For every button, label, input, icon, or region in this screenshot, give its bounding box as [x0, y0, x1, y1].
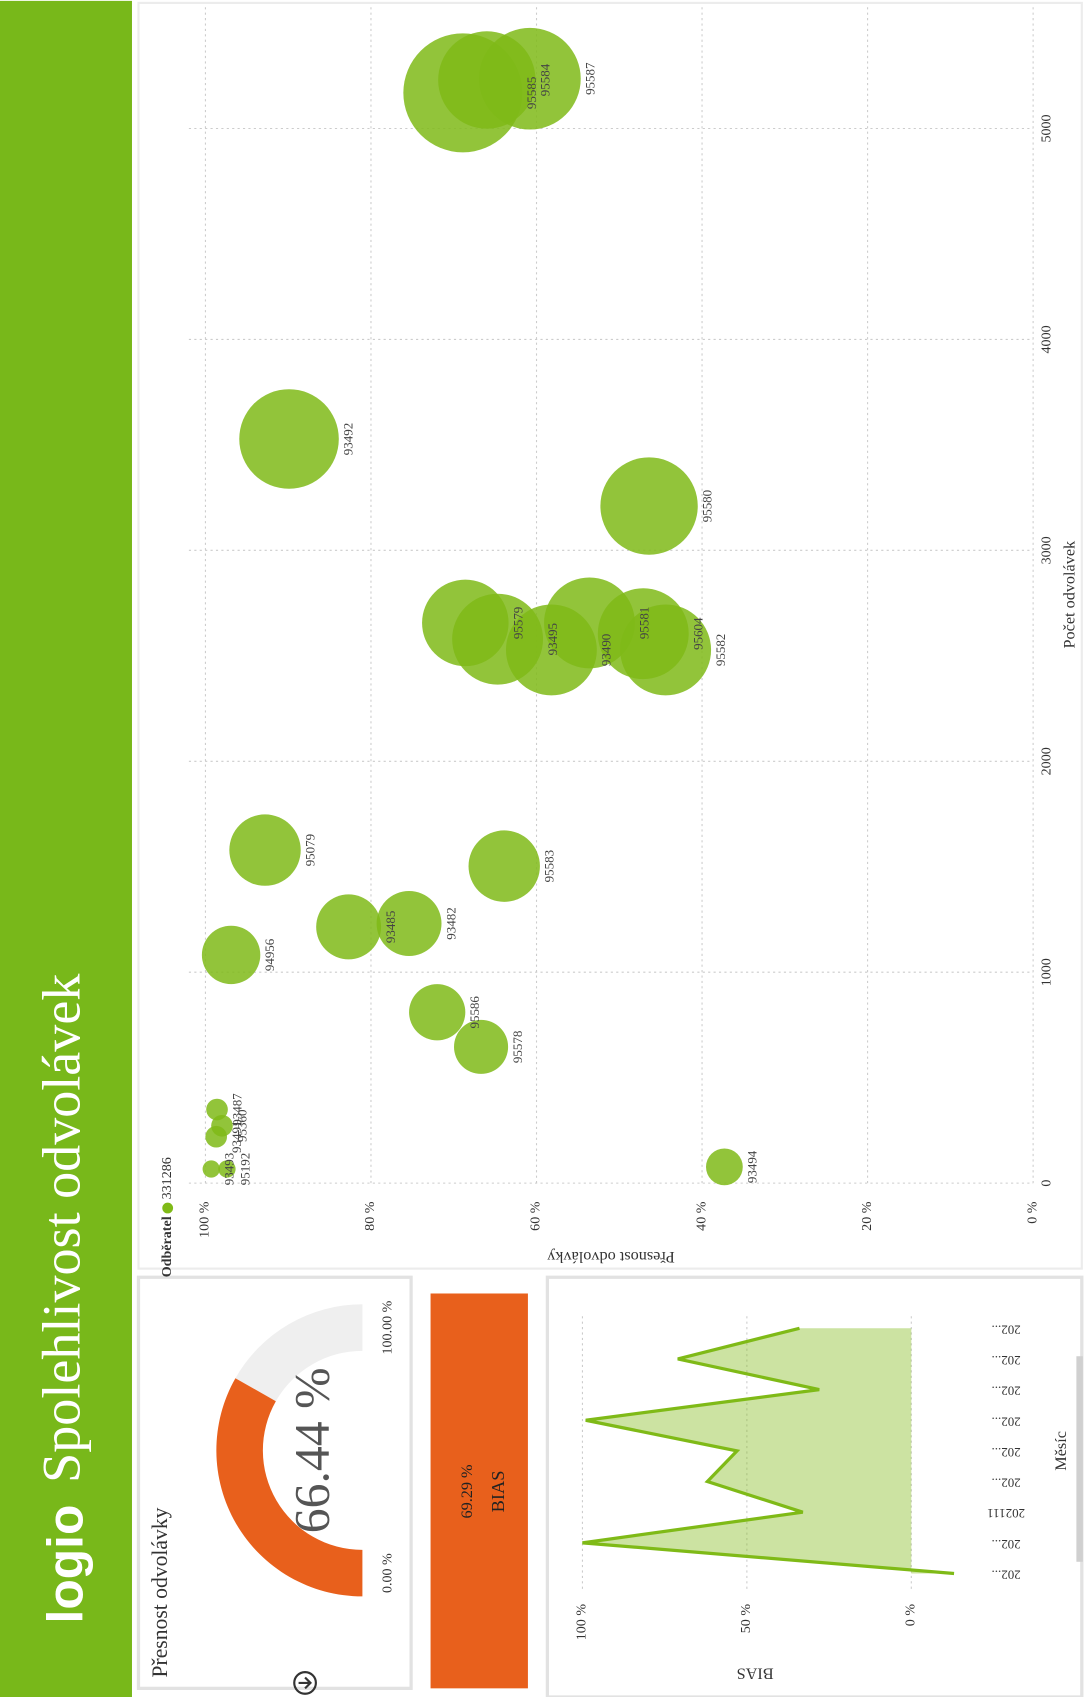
y-tick-label: 100 % — [574, 1604, 590, 1641]
x-tick-label: 3000 — [1038, 536, 1054, 564]
data-label: 95581 — [637, 607, 652, 639]
y-tick-label: 20 % — [859, 1201, 875, 1231]
bubble — [479, 27, 581, 130]
data-label: 95582 — [713, 634, 728, 666]
bubble — [620, 604, 712, 696]
line — [582, 1326, 955, 1576]
x-tick-label: 202... — [991, 1322, 1020, 1337]
data-label: 93492 — [341, 423, 356, 455]
gauge-max: 100.00 % — [380, 1300, 396, 1354]
data-label: 93490 — [599, 634, 614, 666]
data-label: 93485 — [383, 911, 398, 943]
x-tick-label: 4000 — [1038, 325, 1054, 353]
x-tick-label: 1000 — [1038, 958, 1054, 986]
bubble — [316, 894, 382, 960]
x-tick-label: 202111 — [987, 1506, 1025, 1521]
y-tick-label: 0 % — [903, 1604, 919, 1627]
y-tick-label: 0 % — [1024, 1201, 1040, 1224]
logo: logio — [37, 1505, 93, 1624]
gauge-value: 66.44 % — [284, 1367, 339, 1533]
header-bar — [0, 0, 132, 1697]
x-tick-label: 202... — [991, 1384, 1020, 1399]
bubble — [706, 1148, 743, 1186]
area-fill — [582, 1328, 955, 1574]
bubble — [205, 1125, 228, 1148]
data-label: 95587 — [583, 62, 598, 95]
data-label: 93494 — [745, 1150, 760, 1183]
gauge-min: 0.00 % — [380, 1553, 396, 1593]
x-axis-title: Měsíc — [1052, 1431, 1070, 1471]
data-label: 93495 — [545, 623, 560, 655]
data-label: 95360 — [235, 1110, 250, 1142]
data-label: 93482 — [443, 907, 458, 939]
data-label: 95578 — [510, 1031, 525, 1063]
bubble — [409, 984, 466, 1041]
data-label: 95583 — [542, 850, 557, 882]
bias-card — [430, 1293, 528, 1689]
bubble — [600, 457, 698, 555]
data-label: 94956 — [262, 938, 277, 971]
scroll-icon[interactable] — [293, 1671, 317, 1695]
scroll-icon-arrow — [298, 1676, 313, 1690]
legend-title: Odběratel — [159, 1216, 175, 1277]
x-axis-title: Počet odvolávek — [1061, 540, 1079, 649]
scrollbar[interactable] — [1076, 1356, 1083, 1562]
legend-marker — [162, 1202, 174, 1214]
gauge-title: Přesnost odvolávky — [148, 1507, 172, 1677]
x-tick-label: 202... — [991, 1353, 1020, 1368]
x-tick-label: 202... — [991, 1568, 1020, 1583]
bubble — [376, 891, 442, 956]
data-label: 95579 — [510, 607, 525, 639]
y-axis-title: Přesnost odvolávky — [546, 1248, 674, 1266]
y-tick-label: 50 % — [738, 1604, 754, 1634]
x-tick-label: 5000 — [1038, 114, 1054, 142]
x-tick-label: 202... — [991, 1445, 1020, 1460]
x-tick-label: 202... — [991, 1476, 1020, 1491]
legend-label: 331286 — [159, 1157, 175, 1199]
x-tick-label: 202... — [991, 1414, 1020, 1429]
bubble — [201, 925, 261, 985]
bubble — [218, 1160, 236, 1178]
x-tick-label: 202... — [991, 1537, 1020, 1552]
data-label: 95585 — [524, 77, 539, 109]
data-label: 93491 — [229, 1121, 244, 1153]
bias-label: BIAS — [488, 1471, 508, 1513]
gauge-arc — [216, 1378, 363, 1597]
x-tick-label: 2000 — [1038, 747, 1054, 775]
data-label: 93493 — [222, 1153, 237, 1185]
x-tick-label: 0 — [1038, 1180, 1054, 1187]
bubble — [454, 1019, 509, 1074]
y-axis-title: BIAS — [737, 1664, 774, 1682]
y-tick-label: 60 % — [528, 1201, 544, 1231]
y-tick-label: 80 % — [362, 1201, 378, 1231]
data-label: 95586 — [467, 996, 482, 1029]
data-label: 93487 — [230, 1093, 245, 1126]
bias-value: 69.29 % — [458, 1464, 476, 1518]
page-title: Spolehlivost odvolávek — [31, 973, 91, 1483]
bubble — [468, 830, 540, 902]
y-tick-label: 40 % — [693, 1201, 709, 1231]
gauge-track — [235, 1304, 363, 1402]
data-label: 95192 — [237, 1153, 252, 1185]
data-label: 95079 — [303, 834, 318, 866]
bubble — [229, 814, 301, 886]
data-label: 95580 — [700, 490, 715, 522]
data-label: 95604 — [691, 617, 706, 650]
bubble — [202, 1160, 220, 1178]
y-tick-label: 100 % — [197, 1201, 213, 1238]
bubble — [239, 389, 339, 489]
bubble — [206, 1098, 228, 1121]
data-label: 95584 — [537, 63, 552, 96]
